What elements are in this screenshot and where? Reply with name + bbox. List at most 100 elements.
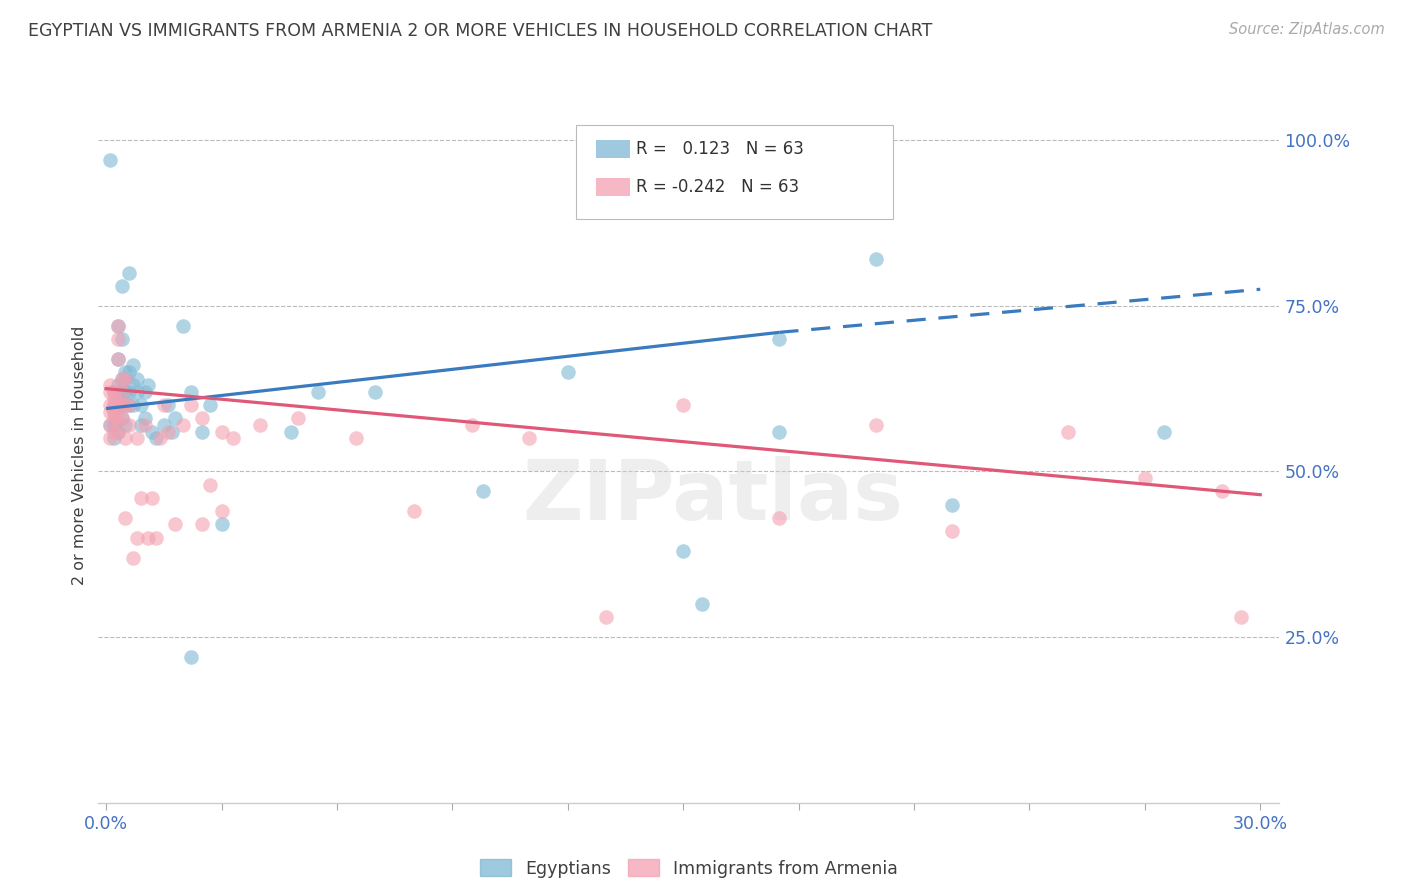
Point: [122, 359, 145, 373]
Point: [1211, 484, 1233, 499]
Point: [110, 384, 132, 399]
Point: [180, 384, 202, 399]
Point: [110, 411, 132, 425]
Point: [98, 153, 121, 167]
Point: [103, 384, 125, 399]
Point: [191, 411, 214, 425]
Point: [211, 517, 233, 532]
Point: [114, 511, 136, 525]
Point: [865, 252, 887, 267]
Point: [141, 491, 163, 505]
Point: [107, 398, 129, 412]
Point: [98, 431, 121, 445]
Point: [165, 517, 187, 532]
Point: [103, 405, 125, 419]
Point: [149, 431, 172, 445]
Point: [110, 372, 132, 386]
Point: [107, 425, 129, 439]
Point: [103, 405, 125, 419]
Point: [129, 418, 152, 433]
Point: [103, 384, 125, 399]
Point: [768, 332, 790, 346]
Point: [180, 650, 202, 665]
Point: [198, 477, 221, 491]
Point: [692, 597, 714, 611]
Point: [107, 332, 129, 346]
Point: [110, 411, 132, 425]
Point: [110, 279, 132, 293]
Point: [98, 418, 121, 433]
Point: [1133, 471, 1156, 485]
Point: [191, 425, 214, 439]
Point: [134, 384, 156, 399]
Point: [222, 431, 245, 445]
Point: [557, 365, 579, 379]
Point: [114, 372, 136, 386]
Point: [110, 398, 132, 412]
Point: [107, 411, 129, 425]
Point: [125, 431, 148, 445]
Point: [114, 398, 136, 412]
Point: [114, 398, 136, 412]
Point: [402, 504, 425, 518]
Point: [110, 398, 132, 412]
Point: [165, 411, 187, 425]
Point: [1230, 610, 1253, 624]
Point: [125, 531, 148, 545]
Point: [517, 431, 540, 445]
Text: R = -0.242   N = 63: R = -0.242 N = 63: [636, 178, 799, 196]
Point: [103, 398, 125, 412]
Point: [172, 418, 194, 433]
Text: R =   0.123   N = 63: R = 0.123 N = 63: [636, 140, 803, 158]
Point: [107, 318, 129, 333]
Point: [941, 498, 963, 512]
Point: [98, 378, 121, 392]
Point: [110, 372, 132, 386]
Point: [103, 431, 125, 445]
Point: [118, 365, 141, 379]
Point: [145, 431, 167, 445]
Point: [125, 384, 148, 399]
Point: [172, 318, 194, 333]
Point: [114, 431, 136, 445]
Point: [107, 398, 129, 412]
Point: [122, 398, 145, 412]
Point: [595, 610, 617, 624]
Point: [160, 425, 183, 439]
Point: [110, 384, 132, 399]
Point: [103, 418, 125, 433]
Point: [941, 524, 963, 538]
Text: ZIPatlas: ZIPatlas: [522, 456, 903, 537]
Point: [249, 418, 271, 433]
Point: [1057, 425, 1080, 439]
Point: [107, 351, 129, 366]
Point: [364, 384, 387, 399]
Point: [129, 491, 152, 505]
Point: [107, 384, 129, 399]
Point: [107, 398, 129, 412]
Point: [138, 531, 160, 545]
Point: [114, 372, 136, 386]
Point: [211, 425, 233, 439]
Point: [118, 418, 141, 433]
Point: [103, 425, 125, 439]
Point: [768, 425, 790, 439]
Point: [98, 405, 121, 419]
Point: [768, 511, 790, 525]
Legend: Egyptians, Immigrants from Armenia: Egyptians, Immigrants from Armenia: [472, 853, 905, 885]
Point: [344, 431, 367, 445]
Point: [103, 398, 125, 412]
Point: [211, 504, 233, 518]
Point: [103, 411, 125, 425]
Y-axis label: 2 or more Vehicles in Household: 2 or more Vehicles in Household: [72, 326, 87, 584]
Point: [114, 365, 136, 379]
Point: [114, 384, 136, 399]
Point: [98, 398, 121, 412]
Point: [472, 484, 495, 499]
Text: Source: ZipAtlas.com: Source: ZipAtlas.com: [1229, 22, 1385, 37]
Point: [145, 531, 167, 545]
Point: [122, 550, 145, 565]
Point: [122, 378, 145, 392]
Point: [141, 425, 163, 439]
Point: [460, 418, 482, 433]
